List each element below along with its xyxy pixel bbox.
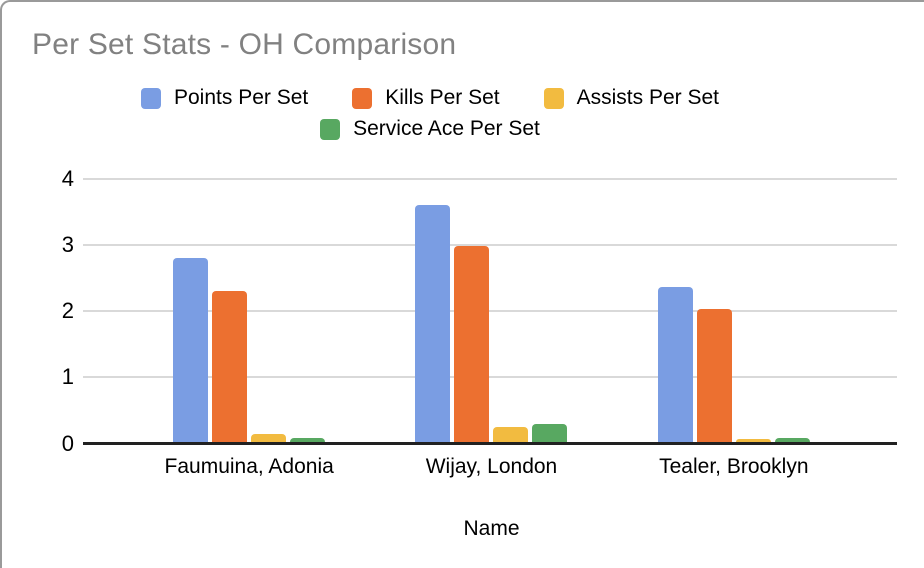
y-tick-label-3: 3 — [61, 232, 74, 258]
x-category-label-2: Wijay, London — [425, 455, 558, 478]
gridline-y-2 — [83, 310, 897, 313]
bar-points-per-set — [415, 205, 451, 442]
y-tick-label-4: 4 — [61, 166, 74, 191]
bar-service-ace-per-set — [532, 424, 568, 442]
bar-assists-per-set — [735, 439, 771, 442]
bar-points-per-set — [173, 258, 209, 442]
legend-swatch-icon — [320, 118, 341, 140]
bar-group-1 — [128, 162, 370, 442]
x-category-label-3: Tealer, Brooklyn — [659, 455, 809, 478]
legend-label: Service Ace Per Set — [353, 117, 540, 140]
x-axis-title: Name — [463, 517, 520, 540]
bar-assists-per-set — [493, 427, 529, 442]
bar-kills-per-set — [212, 291, 248, 442]
legend-label: Assists Per Set — [576, 86, 719, 109]
y-tick-label-1: 1 — [61, 364, 74, 390]
bar-group-2 — [370, 162, 612, 442]
x-category-label-1: Faumuina, Adonia — [164, 455, 334, 478]
x-axis-line — [83, 442, 897, 445]
gridline-y-1 — [83, 376, 897, 379]
legend-item-kills-per-set: Kills Per Set — [352, 86, 500, 110]
bar-service-ace-per-set — [774, 438, 810, 442]
gridline-y-4 — [83, 178, 897, 180]
legend-label: Kills Per Set — [385, 86, 500, 109]
bar-service-ace-per-set — [290, 438, 326, 442]
legend-item-service-ace-per-set: Service Ace Per Set — [320, 117, 540, 141]
chart-title: Per Set Stats - OH Comparison — [32, 28, 457, 61]
bar-kills-per-set — [696, 309, 732, 442]
legend-swatch-icon — [352, 87, 373, 109]
y-tick-label-0: 0 — [61, 430, 74, 456]
legend-row: Service Ace Per Set — [320, 117, 540, 141]
bar-points-per-set — [657, 287, 693, 442]
legend-swatch-icon — [543, 87, 564, 109]
legend-swatch-icon — [141, 87, 161, 109]
bar-group-3 — [613, 162, 855, 442]
legend-item-assists-per-set: Assists Per Set — [543, 86, 719, 110]
chart-legend: Points Per Set Kills Per Set Assists Per S… — [2, 86, 924, 141]
legend-item-points-per-set: Points Per Set — [141, 86, 308, 110]
gridline-y-3 — [83, 244, 897, 247]
legend-row: Points Per Set Kills Per Set Assists Per S… — [141, 86, 719, 110]
bar-groups — [128, 162, 855, 442]
bar-assists-per-set — [251, 434, 287, 442]
x-category-labels: Faumuina, Adonia Wijay, London Tealer, Bro… — [128, 455, 855, 479]
bar-kills-per-set — [454, 246, 490, 442]
y-tick-label-2: 2 — [61, 298, 74, 324]
legend-label: Points Per Set — [174, 86, 309, 109]
